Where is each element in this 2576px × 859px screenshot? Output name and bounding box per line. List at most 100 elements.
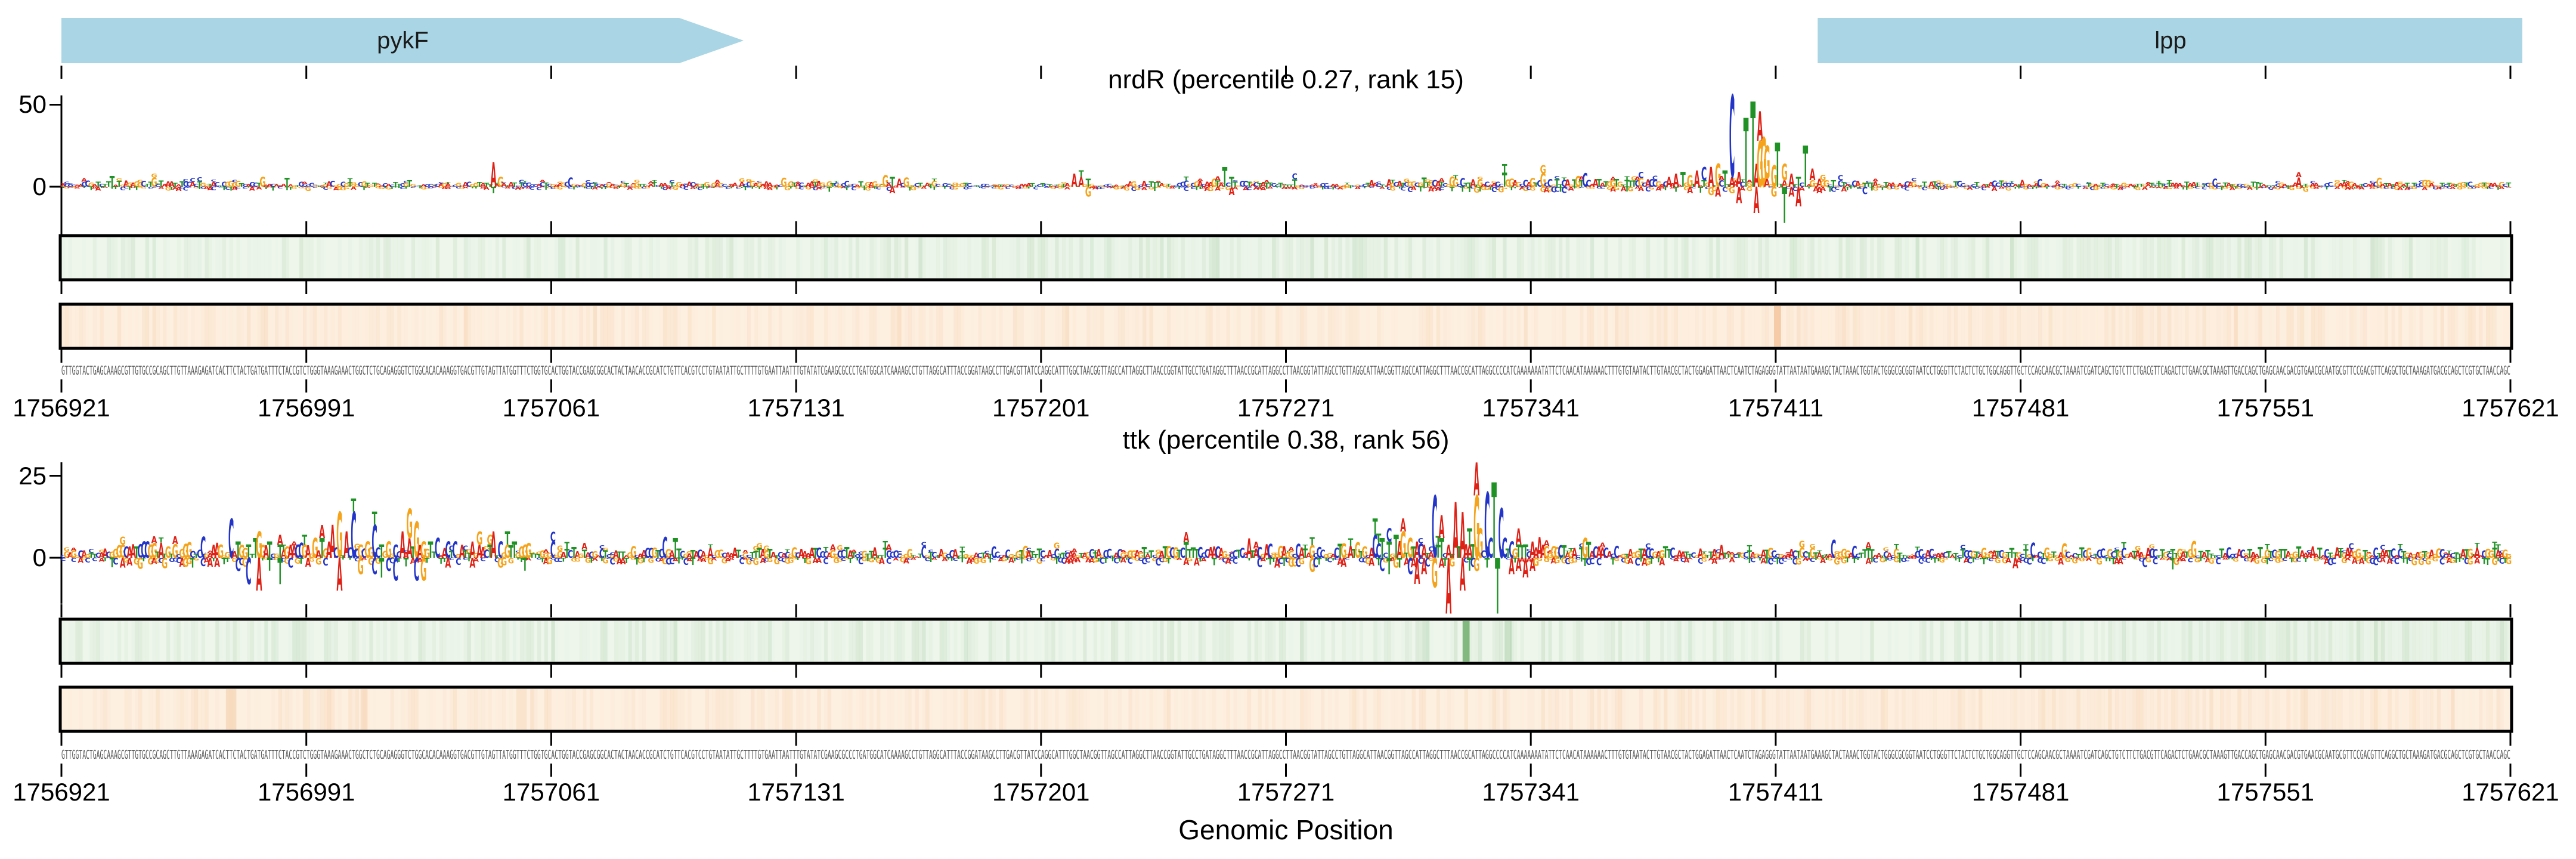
strip-noise-col bbox=[2069, 306, 2074, 347]
strip-noise-col bbox=[418, 621, 422, 662]
logo-letter: T bbox=[2184, 181, 2190, 189]
logo-letter: A bbox=[816, 180, 822, 189]
strip-noise-col bbox=[992, 621, 996, 662]
strip-noise-col bbox=[194, 621, 199, 662]
logo-letter: T bbox=[404, 186, 409, 190]
logo-letter: G bbox=[1953, 187, 1959, 189]
logo-letter: G bbox=[1726, 187, 1732, 191]
strip-noise-col bbox=[1825, 237, 1828, 278]
strip-noise-col bbox=[324, 621, 328, 662]
logo-letter: C bbox=[1939, 187, 1945, 191]
strip-noise-col bbox=[363, 306, 366, 347]
logo-letter: T bbox=[2139, 183, 2144, 189]
strip-noise-col bbox=[2314, 237, 2318, 278]
logo-letter: A bbox=[2033, 183, 2039, 188]
strip-noise-col bbox=[1296, 306, 1301, 347]
logo-letter: T bbox=[1463, 182, 1469, 188]
strip-noise-col bbox=[2279, 237, 2284, 278]
strip-noise-col bbox=[2125, 621, 2129, 662]
logo-letter: G bbox=[291, 186, 298, 190]
strip-noise-col bbox=[1971, 689, 1976, 730]
logo-letter: T bbox=[89, 186, 95, 191]
logo-letter: C bbox=[512, 186, 517, 190]
gene-arrow-pykF bbox=[61, 18, 744, 63]
logo-letter: T bbox=[2454, 184, 2459, 187]
strip-noise-col bbox=[1094, 237, 1097, 278]
logo-letter: T bbox=[1047, 184, 1052, 187]
strip-noise-col bbox=[1299, 306, 1304, 347]
logo-letter: T bbox=[2181, 187, 2186, 191]
logo-letter: C bbox=[980, 184, 986, 188]
strip-noise-col bbox=[2479, 306, 2483, 347]
logo-letter: A bbox=[267, 187, 273, 189]
strip-noise-col bbox=[1695, 306, 1699, 347]
logo-letter: A bbox=[1313, 183, 1319, 185]
logo-letter: T bbox=[288, 187, 293, 191]
logo-letter: G bbox=[2222, 186, 2229, 189]
logo-letter: A bbox=[1729, 175, 1735, 190]
strip-noise-col bbox=[2168, 237, 2172, 278]
logo-letter: C bbox=[428, 184, 433, 188]
strip-noise-col bbox=[544, 621, 548, 662]
strip-noise-col bbox=[1975, 306, 1979, 347]
strip-noise-col bbox=[131, 237, 135, 278]
strip-noise-col bbox=[485, 689, 488, 730]
x-axis-title: Genomic Position bbox=[1178, 814, 1394, 845]
logo-letter: T bbox=[1744, 100, 1749, 209]
strip-noise-col bbox=[128, 237, 132, 278]
strip-noise-col bbox=[1755, 306, 1758, 347]
strip-noise-col bbox=[246, 621, 251, 662]
strip-noise-col bbox=[621, 689, 625, 730]
logo-letter: G bbox=[1103, 187, 1109, 188]
strip-noise-col bbox=[1846, 306, 1850, 347]
logo-letter: A bbox=[627, 187, 633, 191]
strip-noise-col bbox=[1870, 306, 1874, 347]
logo-letter: T bbox=[1855, 186, 1860, 190]
logo-letter: G bbox=[1253, 181, 1259, 183]
logo-letter: T bbox=[2233, 186, 2238, 190]
logo-letter: C bbox=[1792, 186, 1798, 192]
strip-noise-col bbox=[2398, 689, 2402, 730]
strip-noise-col bbox=[2412, 689, 2416, 730]
strip-noise-col bbox=[1436, 306, 1441, 347]
strip-noise-col bbox=[1163, 689, 1168, 730]
logo-letter: G bbox=[354, 184, 360, 188]
strip-noise-col bbox=[2360, 306, 2364, 347]
strip-noise-col bbox=[2142, 689, 2147, 730]
logo-letter: G bbox=[634, 181, 640, 188]
strip-noise-col bbox=[2336, 621, 2339, 662]
logo-letter: A bbox=[210, 181, 216, 189]
logo-letter: G bbox=[914, 187, 919, 189]
strip-noise-col bbox=[667, 689, 671, 730]
logo-letter: G bbox=[1344, 187, 1350, 189]
logo-letter: T bbox=[1086, 176, 1091, 189]
logo-letter: A bbox=[2278, 187, 2285, 189]
strip-noise-col bbox=[478, 689, 482, 730]
strip-noise-col bbox=[2472, 306, 2476, 347]
logo-letter: C bbox=[1827, 184, 1832, 187]
strip-noise-col bbox=[2381, 306, 2385, 347]
strip-noise-col bbox=[2132, 237, 2137, 278]
strip-noise-col bbox=[327, 306, 331, 347]
strip-noise-col bbox=[275, 689, 278, 730]
strip-noise-col bbox=[785, 689, 789, 730]
logo-letter: T bbox=[148, 180, 153, 188]
strip-noise-col bbox=[2111, 306, 2116, 347]
strip-noise-col bbox=[1583, 237, 1587, 278]
logo-letter: G bbox=[704, 181, 710, 189]
logo-letter: C bbox=[2104, 184, 2109, 188]
strip-noise-col bbox=[716, 621, 720, 662]
strip-noise-col bbox=[2027, 689, 2031, 730]
logo-letter: G bbox=[1491, 181, 1497, 184]
logo-letter: C bbox=[540, 181, 545, 189]
logo-letter: T bbox=[2160, 185, 2165, 188]
logo-letter: G bbox=[1708, 184, 1714, 197]
logo-letter: G bbox=[2166, 186, 2172, 190]
strip-noise-col bbox=[708, 237, 713, 278]
logo-letter: A bbox=[1197, 180, 1203, 189]
strip-noise-col bbox=[2066, 621, 2070, 662]
strip-noise-col bbox=[1132, 689, 1135, 730]
strip-noise-col bbox=[2035, 621, 2038, 662]
strip-noise-col bbox=[401, 237, 405, 278]
logo-letter: T bbox=[2268, 186, 2274, 187]
